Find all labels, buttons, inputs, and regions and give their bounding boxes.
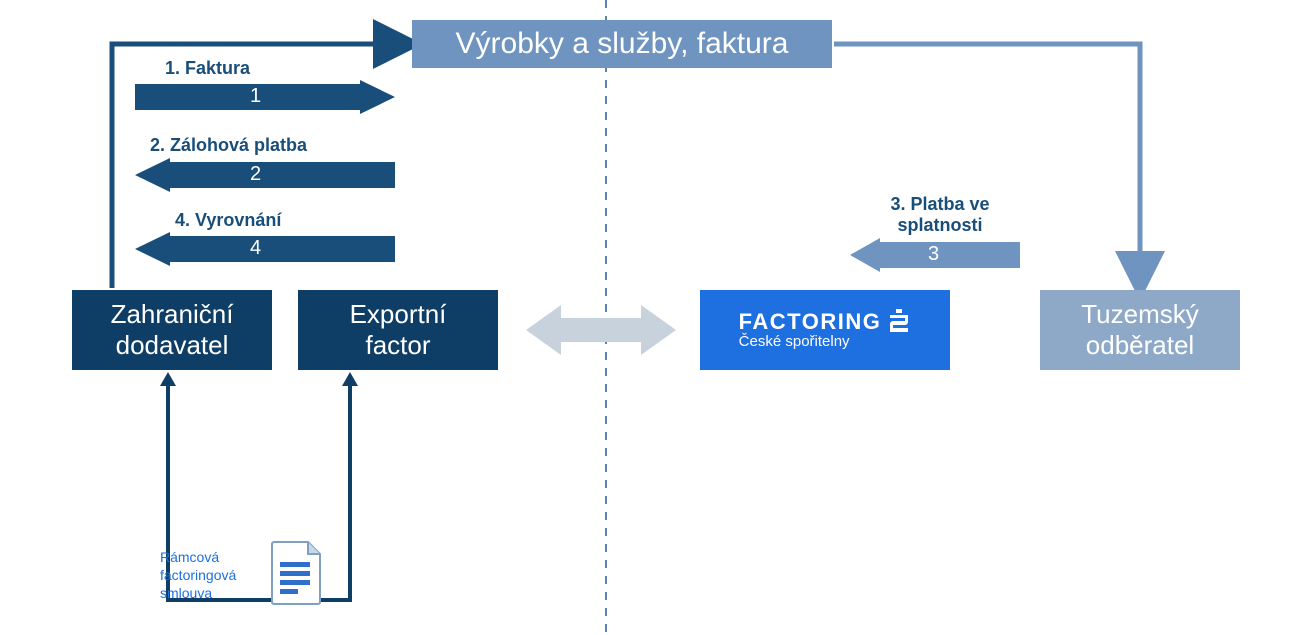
step4-arrow: [135, 232, 395, 266]
factoring-logo-sub: České spořitelny: [739, 333, 850, 351]
step2-num: 2: [250, 163, 261, 186]
step2-arrow: [135, 158, 395, 192]
step2-label: 2. Zálohová platba: [150, 135, 307, 156]
factoring-logo-main: FACTORING: [739, 309, 882, 335]
entity-factoring-cs: FACTORING České spořitelny: [700, 290, 950, 370]
step1-arrow: [135, 80, 395, 114]
entity-export-factor-label: Exportní factor: [350, 299, 447, 361]
title-box: Výrobky a služby, faktura: [412, 20, 832, 68]
contract-arrowhead-left: [160, 372, 176, 386]
contract-label: Rámcová factoringová smlouva: [160, 548, 236, 603]
entity-buyer-label: Tuzemský odběratel: [1081, 299, 1199, 361]
entity-supplier: Zahraniční dodavatel: [72, 290, 272, 370]
entity-export-factor: Exportní factor: [298, 290, 498, 370]
sparkasse-s-icon: [887, 309, 911, 335]
step3-label: 3. Platba ve splatnosti: [870, 194, 1010, 236]
contract-arrowhead-right: [342, 372, 358, 386]
step1-label: 1. Faktura: [165, 58, 250, 79]
document-icon: [270, 540, 324, 611]
step4-label: 4. Vyrovnání: [175, 210, 281, 231]
factoring-logo: FACTORING České spořitelny: [739, 309, 912, 351]
step4-num: 4: [250, 237, 261, 260]
step1-num: 1: [250, 85, 261, 108]
double-arrow-icon: [526, 300, 676, 360]
title-label: Výrobky a služby, faktura: [456, 27, 789, 61]
entity-supplier-label: Zahraniční dodavatel: [111, 299, 234, 361]
step3-num: 3: [928, 243, 939, 266]
entity-buyer: Tuzemský odběratel: [1040, 290, 1240, 370]
